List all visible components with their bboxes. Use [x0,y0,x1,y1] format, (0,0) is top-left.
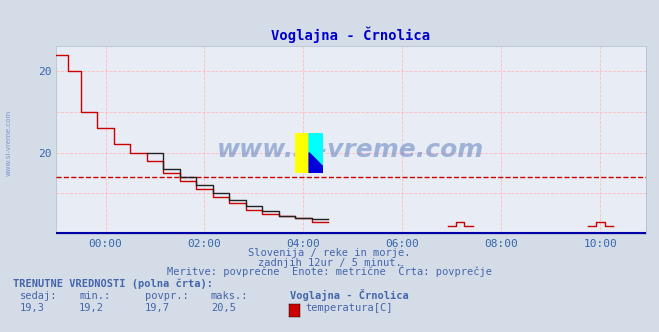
Text: 19,7: 19,7 [145,303,170,313]
Text: 19,2: 19,2 [79,303,104,313]
Text: www.si-vreme.com: www.si-vreme.com [217,138,484,162]
Text: min.:: min.: [79,291,110,301]
Text: maks.:: maks.: [211,291,248,301]
Text: TRENUTNE VREDNOSTI (polna črta):: TRENUTNE VREDNOSTI (polna črta): [13,279,213,289]
Polygon shape [309,153,323,173]
Text: Voglajna - Črnolica: Voglajna - Črnolica [290,290,409,301]
Text: 19,3: 19,3 [20,303,45,313]
Text: 20,5: 20,5 [211,303,236,313]
Text: Meritve: povprečne  Enote: metrične  Črta: povprečje: Meritve: povprečne Enote: metrične Črta:… [167,265,492,277]
Text: temperatura[C]: temperatura[C] [305,303,393,313]
Text: www.si-vreme.com: www.si-vreme.com [5,110,12,176]
Bar [295,133,309,173]
Polygon shape [309,133,323,167]
Title: Voglajna - Črnolica: Voglajna - Črnolica [272,26,430,42]
Text: zadnjih 12ur / 5 minut.: zadnjih 12ur / 5 minut. [258,258,401,268]
Text: povpr.:: povpr.: [145,291,188,301]
Text: Slovenija / reke in morje.: Slovenija / reke in morje. [248,248,411,258]
Text: sedaj:: sedaj: [20,291,57,301]
